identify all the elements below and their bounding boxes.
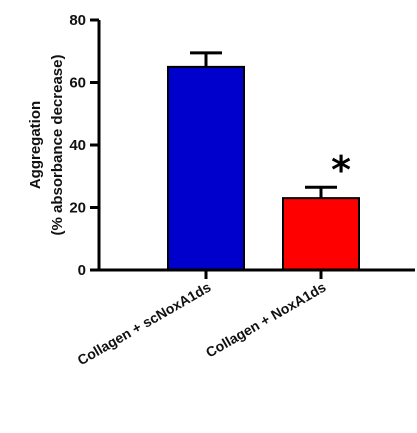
annotations: * — [331, 148, 351, 192]
significance-asterisk: * — [331, 148, 351, 192]
bar-1 — [167, 65, 245, 271]
y-axis-title-line-1: Aggregation — [27, 101, 44, 189]
y-axis-title: Aggregation (% absorbance decrease) — [27, 55, 66, 236]
y-tick-label-20: 20 — [69, 200, 86, 217]
y-axis-title-line-2: (% absorbance decrease) — [49, 55, 66, 236]
category-label-1: Collagen + scNoxA1ds — [74, 279, 213, 369]
category-label-2: Collagen + NoxA1ds — [203, 279, 329, 361]
y-tick-label-80: 80 — [69, 12, 86, 29]
y-tick-label-60: 60 — [69, 75, 86, 92]
y-tick-label-40: 40 — [69, 137, 86, 154]
y-axis: 0 20 40 60 80 — [69, 12, 101, 279]
y-tick-label-0: 0 — [78, 262, 86, 279]
bar-2 — [282, 197, 360, 271]
